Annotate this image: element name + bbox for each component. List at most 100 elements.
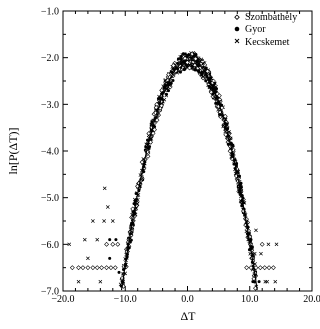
- point-kecskemet: [179, 58, 184, 63]
- point-kecskemet: [105, 205, 110, 209]
- point-gyor: [235, 161, 239, 165]
- point-gyor: [176, 61, 180, 65]
- point-kecskemet: [98, 279, 103, 284]
- point-kecskemet: [259, 251, 263, 256]
- legend-label-gyor: Gyor: [245, 24, 266, 35]
- y-tick-label: −4.0: [41, 147, 59, 158]
- point-szombathely: [85, 265, 91, 271]
- point-szombathely: [270, 265, 276, 271]
- point-gyor: [249, 238, 253, 242]
- point-kecskemet: [67, 242, 72, 247]
- point-szombathely: [112, 265, 118, 271]
- point-gyor: [251, 280, 255, 284]
- fit-line: [120, 59, 258, 291]
- point-kecskemet: [102, 186, 107, 191]
- point-szombathely: [200, 75, 206, 81]
- point-szombathely: [154, 117, 160, 123]
- point-gyor: [207, 84, 211, 88]
- point-szombathely: [189, 51, 195, 57]
- point-szombathely: [104, 265, 109, 271]
- point-szombathely: [69, 265, 75, 271]
- plot-frame: [62, 10, 313, 292]
- point-gyor: [204, 67, 208, 71]
- y-tick-label: −2.0: [41, 53, 59, 64]
- point-szombathely: [139, 159, 145, 165]
- point-szombathely: [259, 241, 265, 247]
- point-kecskemet: [213, 81, 217, 86]
- y-tick-label: −3.0: [41, 100, 59, 111]
- point-szombathely: [80, 265, 86, 271]
- point-gyor: [148, 145, 152, 149]
- point-szombathely: [115, 241, 121, 247]
- point-gyor: [257, 280, 261, 284]
- point-kecskemet: [252, 251, 257, 256]
- legend-label-kecskemet: Kecskemet: [245, 37, 290, 48]
- point-kecskemet: [266, 242, 271, 247]
- point-kecskemet: [86, 256, 90, 261]
- point-szombathely: [99, 265, 105, 271]
- x-tick-label: −20.0: [51, 294, 74, 305]
- axis-ticks: [62, 10, 313, 292]
- y-tick-label: −1.0: [41, 7, 59, 18]
- data-points: [67, 51, 279, 291]
- point-gyor: [171, 78, 175, 82]
- point-kecskemet: [185, 54, 190, 59]
- legend: Szombathely Gyor Kecskemet: [234, 12, 297, 48]
- point-szombathely: [187, 65, 192, 71]
- point-gyor: [178, 70, 182, 74]
- point-gyor: [218, 113, 222, 117]
- point-kecskemet: [110, 219, 115, 223]
- y-tick-label: −7.0: [41, 287, 59, 298]
- point-szombathely: [266, 265, 272, 271]
- legend-item-szombathely: Szombathely: [234, 12, 297, 23]
- point-gyor: [200, 73, 204, 77]
- point-gyor: [165, 92, 169, 96]
- point-kecskemet: [223, 129, 228, 134]
- point-szombathely: [94, 265, 100, 271]
- point-szombathely: [244, 265, 250, 271]
- point-gyor: [117, 270, 121, 274]
- point-gyor: [185, 65, 189, 69]
- point-kecskemet: [95, 237, 100, 242]
- x-tick-label: −10.0: [114, 294, 137, 305]
- point-gyor: [226, 142, 230, 146]
- point-kecskemet: [263, 279, 268, 284]
- point-szombathely: [90, 265, 96, 271]
- point-szombathely: [159, 103, 164, 109]
- point-szombathely: [253, 265, 259, 271]
- y-tick-label: −6.0: [41, 240, 59, 251]
- point-szombathely: [184, 60, 190, 65]
- legend-marker-dot: [234, 26, 240, 32]
- point-gyor: [108, 238, 112, 242]
- legend-marker-cross: [234, 38, 240, 44]
- point-gyor: [204, 79, 208, 83]
- point-szombathely: [216, 93, 222, 99]
- point-gyor: [114, 238, 118, 242]
- point-kecskemet: [82, 237, 87, 242]
- point-gyor: [108, 256, 112, 260]
- x-tick-label: 20.0: [303, 294, 320, 305]
- point-szombathely: [145, 153, 151, 159]
- point-szombathely: [104, 241, 109, 247]
- x-tick-label: 0.0: [181, 294, 194, 305]
- point-szombathely: [262, 265, 268, 271]
- point-kecskemet: [190, 65, 195, 70]
- point-gyor: [132, 202, 136, 206]
- legend-label-szombathely: Szombathely: [245, 12, 297, 23]
- y-axis-label: ln[P(ΔT)]: [6, 127, 20, 174]
- point-kecskemet: [182, 52, 187, 56]
- point-szombathely: [130, 206, 136, 212]
- point-szombathely: [248, 265, 254, 271]
- point-kecskemet: [192, 52, 197, 57]
- y-tick-label: −5.0: [41, 193, 59, 204]
- point-kecskemet: [201, 61, 205, 66]
- point-kecskemet: [102, 219, 106, 223]
- point-szombathely: [108, 265, 114, 271]
- point-kecskemet: [216, 107, 220, 112]
- point-kecskemet: [180, 63, 185, 68]
- tick-labels: −20.0 −10.0 0.0 10.0 20.0 −1.0 −2.0 −3.0 −4.0 −5.…: [41, 7, 320, 306]
- point-szombathely: [208, 89, 214, 95]
- legend-marker-diamond: [234, 14, 240, 20]
- x-tick-label: 10.0: [241, 294, 259, 305]
